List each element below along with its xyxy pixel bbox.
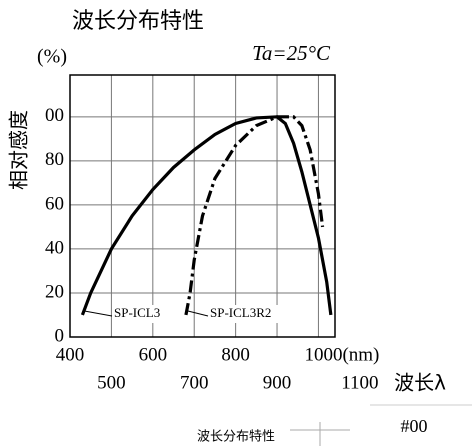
y-tick-label: 0 <box>55 325 65 346</box>
series-line <box>80 115 333 316</box>
y-tick-label: 00 <box>45 105 64 126</box>
x-tick-label: 700 <box>180 372 209 393</box>
chart-title: 波长分布特性 <box>72 9 204 34</box>
y-tick-label: 40 <box>45 237 64 258</box>
x-axis-label: 波长λ <box>394 371 446 395</box>
x-tick-label: 500 <box>97 372 126 393</box>
plot-frame <box>69 74 336 338</box>
legend-leader <box>187 310 209 317</box>
x-tick-label: 900 <box>263 372 292 393</box>
series-line <box>184 115 325 316</box>
x-tick-label: 400 <box>56 344 85 365</box>
legend-label: SP-ICL3R2 <box>210 305 271 320</box>
y-unit: (%) <box>37 46 67 68</box>
y-tick-label: 80 <box>45 149 64 170</box>
annotation: Ta=25°C <box>252 41 331 65</box>
legend-box <box>112 305 184 323</box>
x-tick-label: 800 <box>221 344 250 365</box>
caption: 波长分布特性 <box>197 430 275 445</box>
x-tick-label: 1100 <box>341 372 378 393</box>
legend-leader <box>84 310 113 317</box>
legend-box <box>208 305 300 323</box>
x-tick-label: 1000(nm) <box>304 344 379 365</box>
legend-label: SP-ICL3 <box>114 305 160 320</box>
y-tick-label: 60 <box>45 193 64 214</box>
y-tick-label: 20 <box>45 281 64 302</box>
x-tick-label: 600 <box>139 344 168 365</box>
y-axis-label: 相对感度 <box>7 110 31 190</box>
footer-code: #00 <box>401 416 428 436</box>
